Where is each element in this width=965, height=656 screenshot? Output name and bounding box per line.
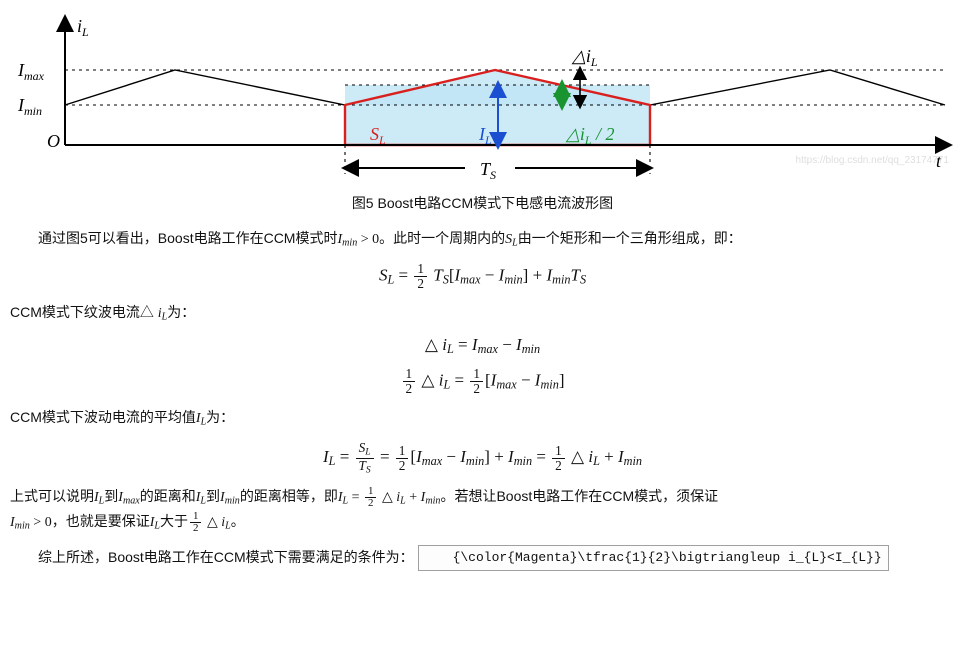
condition-box: {\color{Magenta}\tfrac{1}{2}\bigtriangle…: [418, 545, 889, 571]
para-5: 综上所述，Boost电路工作在CCM模式下需要满足的条件为： {\color{M…: [10, 545, 955, 571]
para-4: 上式可以说明IL到Imax的距离和IL到Imin的距离相等，即IL = 12 △…: [10, 485, 955, 535]
p1-Imin-op: > 0: [357, 232, 379, 247]
p2-text: CCM模式下纹波电流△: [10, 304, 158, 320]
equation-4: IL = SLTS = 12[Imax − Imin] + Imin = 12 …: [10, 441, 955, 475]
p5-text: 综上所述，Boost电路工作在CCM模式下需要满足的条件为：: [38, 548, 414, 564]
svg-text:△iL: △iL: [571, 46, 598, 69]
p3-text: CCM模式下波动电流的平均值: [10, 409, 196, 425]
figure-caption: 图5 Boost电路CCM模式下电感电流波形图: [10, 193, 955, 213]
svg-text:iL: iL: [77, 16, 89, 39]
p1-text-b: 。此时一个周期内的: [379, 230, 505, 246]
p1-Imin-sub: min: [342, 238, 357, 249]
p4-e: 的距离相等，即: [240, 488, 338, 504]
p4-b: 到: [104, 488, 118, 504]
p4-d: 到: [206, 488, 220, 504]
svg-text:O: O: [47, 131, 60, 151]
p4-a: 上式可以说明: [10, 488, 94, 504]
svg-text:Imin: Imin: [17, 95, 42, 118]
para-1: 通过图5可以看出，Boost电路工作在CCM模式时Imin > 0。此时一个周期…: [10, 227, 955, 252]
p1-text-a: 通过图5可以看出，Boost电路工作在CCM模式时: [38, 230, 337, 246]
equation-2: △ iL = Imax − Imin: [10, 335, 955, 357]
equation-1: SL = 12 TS[Imax − Imin] + IminTS: [10, 262, 955, 291]
p4-h: 大于: [160, 513, 188, 529]
p3-tail: 为：: [206, 409, 234, 425]
p4-i: 。: [231, 513, 245, 529]
svg-text:Imax: Imax: [17, 60, 45, 83]
watermark: https://blog.csdn.net/qq_23174771: [796, 155, 949, 166]
equation-3: 12 △ iL = 12[Imax − Imin]: [10, 367, 955, 396]
p4-f: 。若想让Boost电路工作在CCM模式，须保证: [440, 488, 718, 504]
svg-text:TS: TS: [480, 159, 496, 182]
p1-text-c: 由一个矩形和一个三角形组成，即：: [518, 230, 742, 246]
para-2: CCM模式下纹波电流△ iL为：: [10, 301, 955, 326]
para-3: CCM模式下波动电流的平均值IL为：: [10, 406, 955, 431]
inductor-current-chart: iLtOImaxIminSLIL△iL / 2△iLTS https://blo…: [10, 10, 955, 185]
p4-c: 的距离和: [140, 488, 196, 504]
p2-tail: 为：: [167, 304, 195, 320]
p4-g: ，也就是要保证: [52, 513, 150, 529]
